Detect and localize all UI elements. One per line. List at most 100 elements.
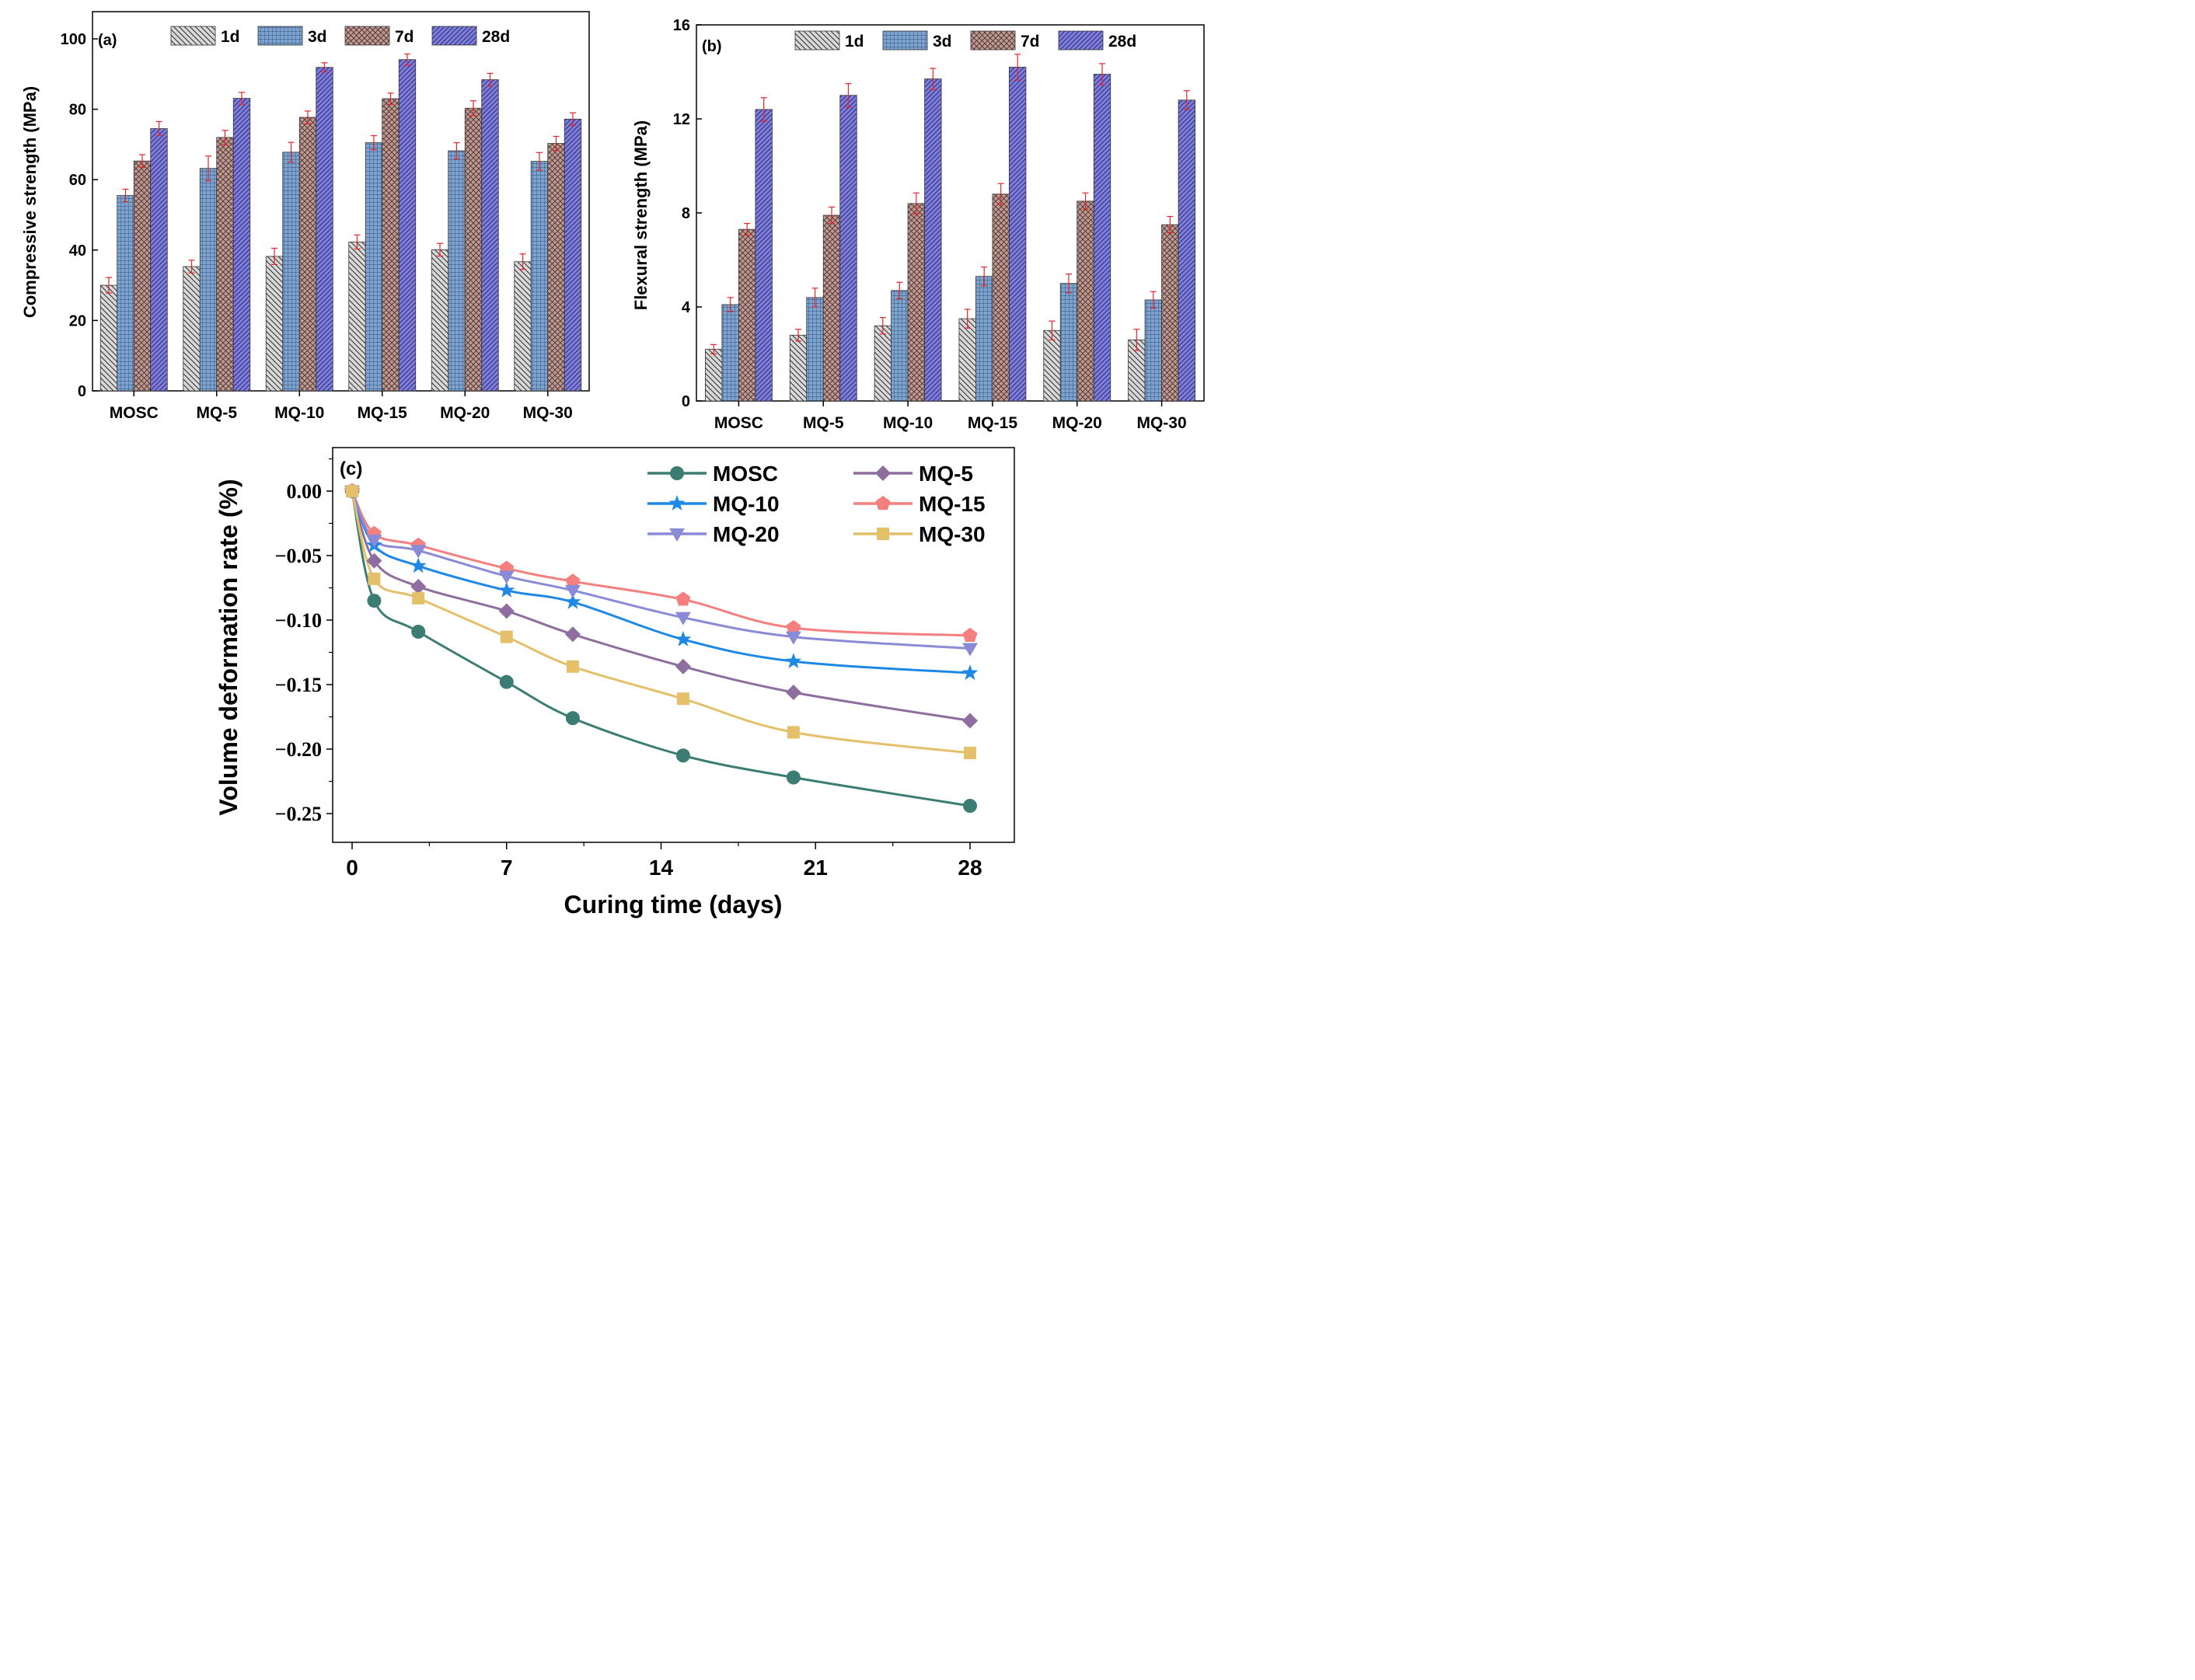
bar-3d-MQ-10 [891,290,909,402]
legend-label-1d: 1d [845,33,864,51]
point-MQ-10 [498,581,515,598]
bar-28d-MQ-20 [481,79,499,392]
bar-7d-MOSC [133,160,152,392]
legend-label-28d: 28d [482,28,510,46]
bar-3d-MOSC [117,195,134,392]
point-MQ-5 [564,626,581,643]
bar-3d-MQ-30 [1144,299,1162,402]
bar-3d-MQ-5 [806,297,824,402]
legend-marker-MQ-10 [668,495,686,511]
point-MOSC [963,799,977,814]
point-MQ-15 [962,627,978,642]
bar-3d-MQ-15 [365,142,383,392]
bar-28d-MQ-10 [924,78,942,402]
point-MOSC [786,770,801,785]
x-tick-label: 0 [346,856,358,880]
point-MQ-5 [785,684,801,700]
bar-28d-MQ-30 [564,118,582,392]
point-MQ-30 [500,630,513,643]
point-MQ-15 [565,573,581,588]
x-axis-b: MOSC MQ-5 MQ-10 MQ-15 MQ-20 MQ-30 [714,401,1187,432]
panel-label-a: (a) [98,32,117,49]
y-tick-label: −0.05 [275,545,322,567]
bar-3d-MQ-15 [975,276,993,402]
legend-label-7d: 7d [1021,33,1040,51]
plot-frame-a [92,11,590,392]
bars-a [99,53,582,392]
y-tick-label: 4 [682,299,691,316]
bar-7d-MQ-10 [298,117,317,392]
bar-1d-MQ-30 [514,261,532,392]
point-MQ-30 [566,660,579,673]
legend-marker-MQ-20 [669,528,685,542]
point-MQ-20 [498,570,515,584]
y-axis-a: 0 20 40 60 80 100 [61,31,98,400]
bar-1d-MOSC [99,284,118,392]
bar-28d-MQ-20 [1093,74,1111,402]
legend-a: 1d 3d 7d 28d [170,26,510,46]
point-MQ-10 [564,593,581,609]
point-MOSC [565,711,580,726]
panel-label-c: (c) [340,458,362,479]
x-tick-label: MQ-30 [523,404,573,422]
x-tick-label: MQ-30 [1136,414,1186,432]
y-tick-label: −0.15 [275,674,322,696]
point-MQ-20 [785,631,801,645]
bar-28d-MOSC [755,109,773,402]
point-MQ-30 [412,591,425,605]
bar-28d-MOSC [150,128,168,392]
legend-swatch-1d [170,26,216,46]
line-MQ-20 [351,490,971,650]
bar-3d-MOSC [721,304,739,402]
y-tick-label: 0 [682,393,690,410]
compressive-strength-chart: 0 20 40 60 80 100 MOSC MQ-5 MQ-10 MQ-15 MQ-20 MQ-3… [20,11,590,422]
bar-3d-MQ-10 [282,152,300,392]
bar-28d-MQ-5 [232,98,251,392]
bar-1d-MQ-15 [958,318,976,402]
point-MQ-30 [368,572,381,585]
point-MQ-15 [675,591,691,606]
point-MOSC [367,594,382,608]
bar-28d-MQ-30 [1178,99,1195,402]
point-MQ-20 [564,584,581,598]
bar-7d-MQ-15 [382,98,400,392]
bar-1d-MQ-15 [348,241,366,392]
x-tick-label: MQ-15 [358,404,408,422]
point-MQ-5 [366,552,382,569]
x-tick-label: 21 [804,856,828,880]
point-MQ-10 [961,664,979,680]
legend-label-28d: 28d [1108,33,1136,51]
legend-marker-MQ-5 [875,465,891,481]
bar-7d-MQ-5 [216,137,234,392]
bar-7d-MQ-20 [1077,200,1094,402]
x-tick-label: MOSC [714,414,763,432]
legend-label-7d: 7d [395,28,414,46]
point-MQ-5 [410,578,427,594]
x-tick-label: MQ-10 [274,404,324,422]
legend-c: MOSC MQ-5 MQ-10 MQ-15 MQ-20 MQ-30 [647,462,986,546]
x-tick-label: MQ-10 [883,414,933,432]
legend-b: 1d 3d 7d 28d [794,30,1136,51]
x-tick-label: MOSC [110,404,159,422]
legend-label-1d: 1d [221,28,240,46]
point-MQ-10 [785,653,802,668]
point-MQ-30 [964,746,976,759]
bar-7d-MQ-5 [822,214,841,402]
x-tick-label: MQ-5 [803,414,844,432]
x-tick-label: MQ-20 [1052,414,1102,432]
y-tick-label: 100 [61,31,86,48]
bar-28d-MQ-5 [839,95,857,402]
point-MQ-5 [962,713,978,729]
bar-1d-MQ-20 [1043,329,1061,402]
point-MQ-30 [787,726,800,739]
y-tick-label: −0.10 [275,609,322,632]
point-MQ-20 [410,545,427,559]
point-MQ-10 [410,557,427,573]
bar-3d-MQ-30 [530,161,549,392]
legend-swatch-28d [431,26,477,46]
y-tick-label: 0 [78,383,86,400]
point-MQ-20 [962,643,978,657]
point-MOSC [499,674,514,689]
point-MQ-20 [366,535,382,549]
bar-7d-MQ-30 [1161,224,1179,402]
